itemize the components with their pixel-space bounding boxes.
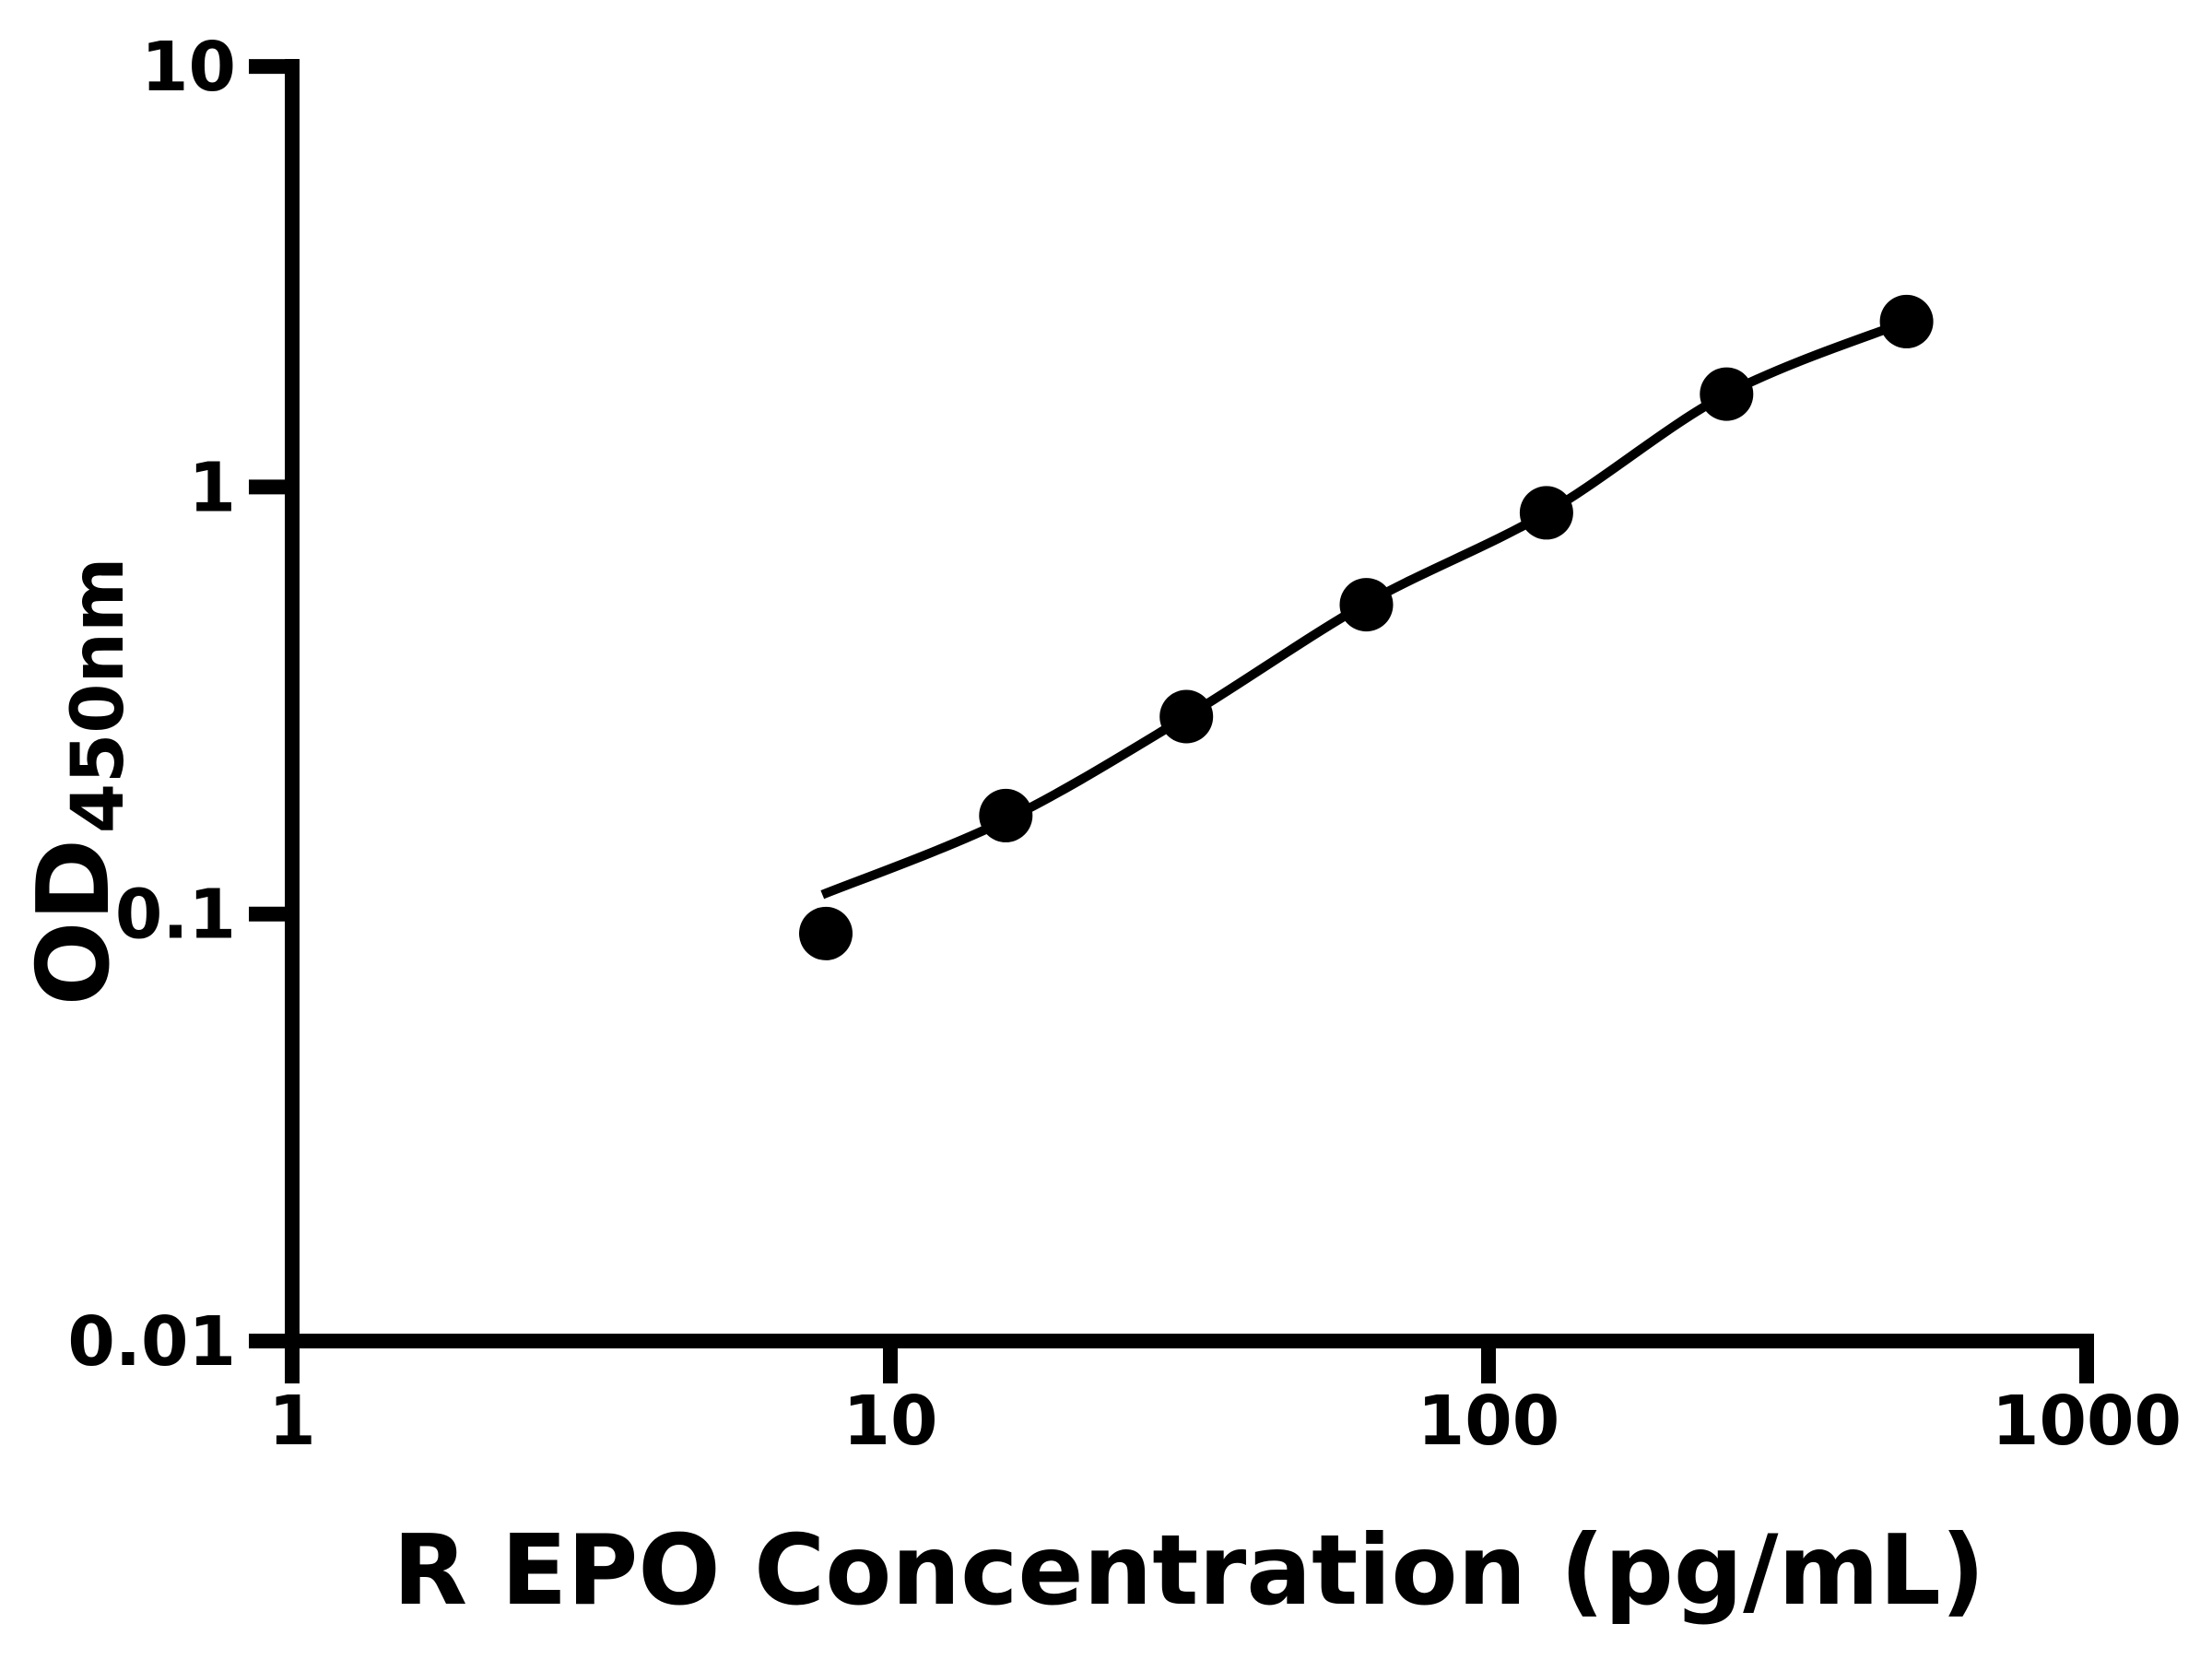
x-axis-title: R EPO Concentration (pg/mL) <box>393 1514 1984 1627</box>
data-points-layer <box>799 294 1934 960</box>
data-point <box>1879 294 1934 348</box>
y-axis-ticks: 10 1 0.1 0.01 <box>67 28 292 1382</box>
data-point <box>979 788 1033 842</box>
y-axis-title-subscript: 450nm <box>57 558 140 834</box>
x-tick-label: 10 <box>843 1382 938 1461</box>
y-axis-title-main: OD <box>17 839 132 1006</box>
data-point <box>799 906 853 960</box>
x-tick-label: 100 <box>1418 1382 1559 1461</box>
y-tick-label: 10 <box>141 28 236 107</box>
y-tick-label: 0.01 <box>67 1302 236 1382</box>
y-axis-title: OD 450nm <box>17 558 140 1006</box>
x-axis-ticks: 1 10 100 1000 <box>268 1341 2182 1461</box>
y-tick-label: 1 <box>189 448 237 527</box>
x-tick-label: 1 <box>268 1382 316 1461</box>
y-tick-label: 0.1 <box>115 876 236 955</box>
data-point <box>1700 367 1754 421</box>
data-point <box>1519 486 1573 540</box>
data-point <box>1159 689 1214 744</box>
axes <box>252 59 2094 1380</box>
data-point <box>1339 578 1394 632</box>
x-tick-label: 1000 <box>1992 1382 2182 1461</box>
